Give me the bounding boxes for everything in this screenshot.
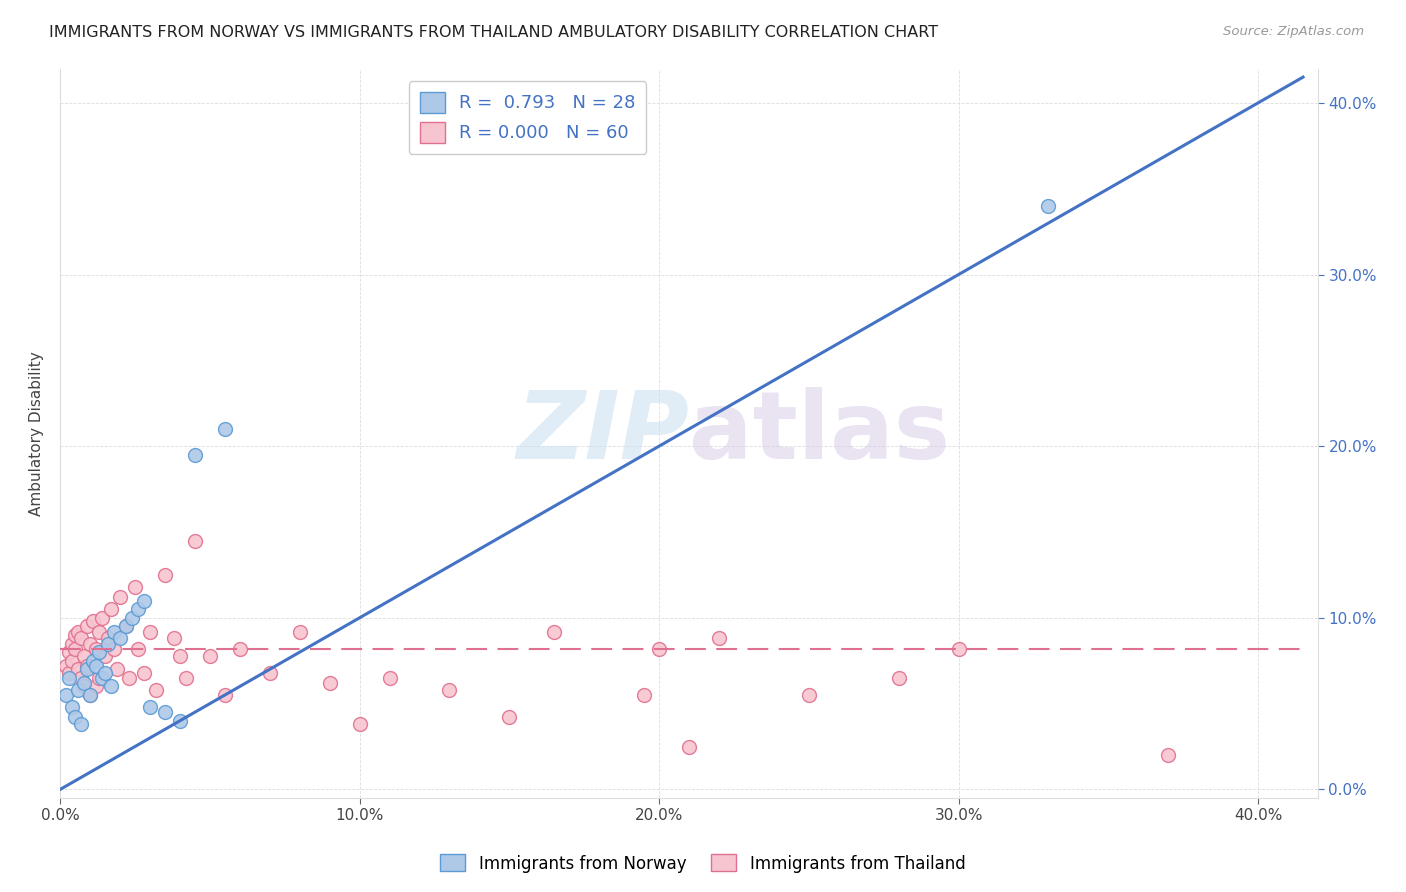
Point	[82, 614, 104, 628]
Point	[887, 671, 910, 685]
Point	[439, 682, 461, 697]
Point	[543, 624, 565, 639]
Point	[259, 665, 281, 680]
Text: atlas: atlas	[689, 387, 950, 479]
Text: ZIP: ZIP	[516, 387, 689, 479]
Point	[153, 705, 176, 719]
Point	[214, 688, 236, 702]
Point	[66, 624, 89, 639]
Point	[948, 641, 970, 656]
Point	[63, 641, 86, 656]
Point	[94, 665, 117, 680]
Point	[108, 591, 131, 605]
Point	[97, 636, 120, 650]
Point	[145, 682, 167, 697]
Point	[229, 641, 252, 656]
Point	[648, 641, 671, 656]
Point	[115, 619, 138, 633]
Point	[73, 676, 96, 690]
Point	[55, 659, 77, 673]
Point	[100, 680, 122, 694]
Point	[153, 568, 176, 582]
Point	[633, 688, 655, 702]
Point	[349, 717, 371, 731]
Point	[66, 662, 89, 676]
Point	[76, 619, 98, 633]
Point	[163, 632, 186, 646]
Point	[82, 654, 104, 668]
Point	[60, 700, 83, 714]
Point	[214, 422, 236, 436]
Point	[84, 641, 107, 656]
Point	[288, 624, 311, 639]
Point	[60, 654, 83, 668]
Point	[127, 641, 149, 656]
Point	[707, 632, 730, 646]
Legend: Immigrants from Norway, Immigrants from Thailand: Immigrants from Norway, Immigrants from …	[434, 847, 972, 880]
Point	[105, 662, 128, 676]
Point	[198, 648, 221, 663]
Point	[132, 593, 155, 607]
Point	[63, 628, 86, 642]
Point	[79, 688, 101, 702]
Point	[79, 688, 101, 702]
Point	[184, 533, 207, 548]
Point	[63, 710, 86, 724]
Point	[66, 682, 89, 697]
Point	[58, 645, 80, 659]
Point	[70, 717, 93, 731]
Point	[76, 659, 98, 673]
Point	[76, 662, 98, 676]
Point	[108, 632, 131, 646]
Point	[91, 671, 114, 685]
Point	[87, 645, 110, 659]
Point	[184, 448, 207, 462]
Point	[87, 671, 110, 685]
Point	[1157, 748, 1180, 763]
Point	[70, 671, 93, 685]
Point	[678, 739, 700, 754]
Text: IMMIGRANTS FROM NORWAY VS IMMIGRANTS FROM THAILAND AMBULATORY DISABILITY CORRELA: IMMIGRANTS FROM NORWAY VS IMMIGRANTS FRO…	[49, 25, 938, 40]
Point	[84, 659, 107, 673]
Text: Source: ZipAtlas.com: Source: ZipAtlas.com	[1223, 25, 1364, 38]
Point	[174, 671, 197, 685]
Point	[58, 665, 80, 680]
Point	[73, 680, 96, 694]
Point	[118, 671, 141, 685]
Point	[169, 648, 191, 663]
Point	[1038, 199, 1060, 213]
Point	[58, 671, 80, 685]
Point	[139, 700, 162, 714]
Y-axis label: Ambulatory Disability: Ambulatory Disability	[30, 351, 44, 516]
Point	[169, 714, 191, 728]
Point	[87, 624, 110, 639]
Legend: R =  0.793   N = 28, R = 0.000   N = 60: R = 0.793 N = 28, R = 0.000 N = 60	[409, 81, 647, 153]
Point	[139, 624, 162, 639]
Point	[103, 624, 125, 639]
Point	[94, 648, 117, 663]
Point	[115, 619, 138, 633]
Point	[79, 636, 101, 650]
Point	[55, 688, 77, 702]
Point	[84, 680, 107, 694]
Point	[100, 602, 122, 616]
Point	[60, 636, 83, 650]
Point	[132, 665, 155, 680]
Point	[124, 580, 146, 594]
Point	[97, 632, 120, 646]
Point	[318, 676, 340, 690]
Point	[127, 602, 149, 616]
Point	[70, 632, 93, 646]
Point	[378, 671, 401, 685]
Point	[797, 688, 820, 702]
Point	[103, 641, 125, 656]
Point	[498, 710, 520, 724]
Point	[91, 611, 114, 625]
Point	[121, 611, 143, 625]
Point	[73, 648, 96, 663]
